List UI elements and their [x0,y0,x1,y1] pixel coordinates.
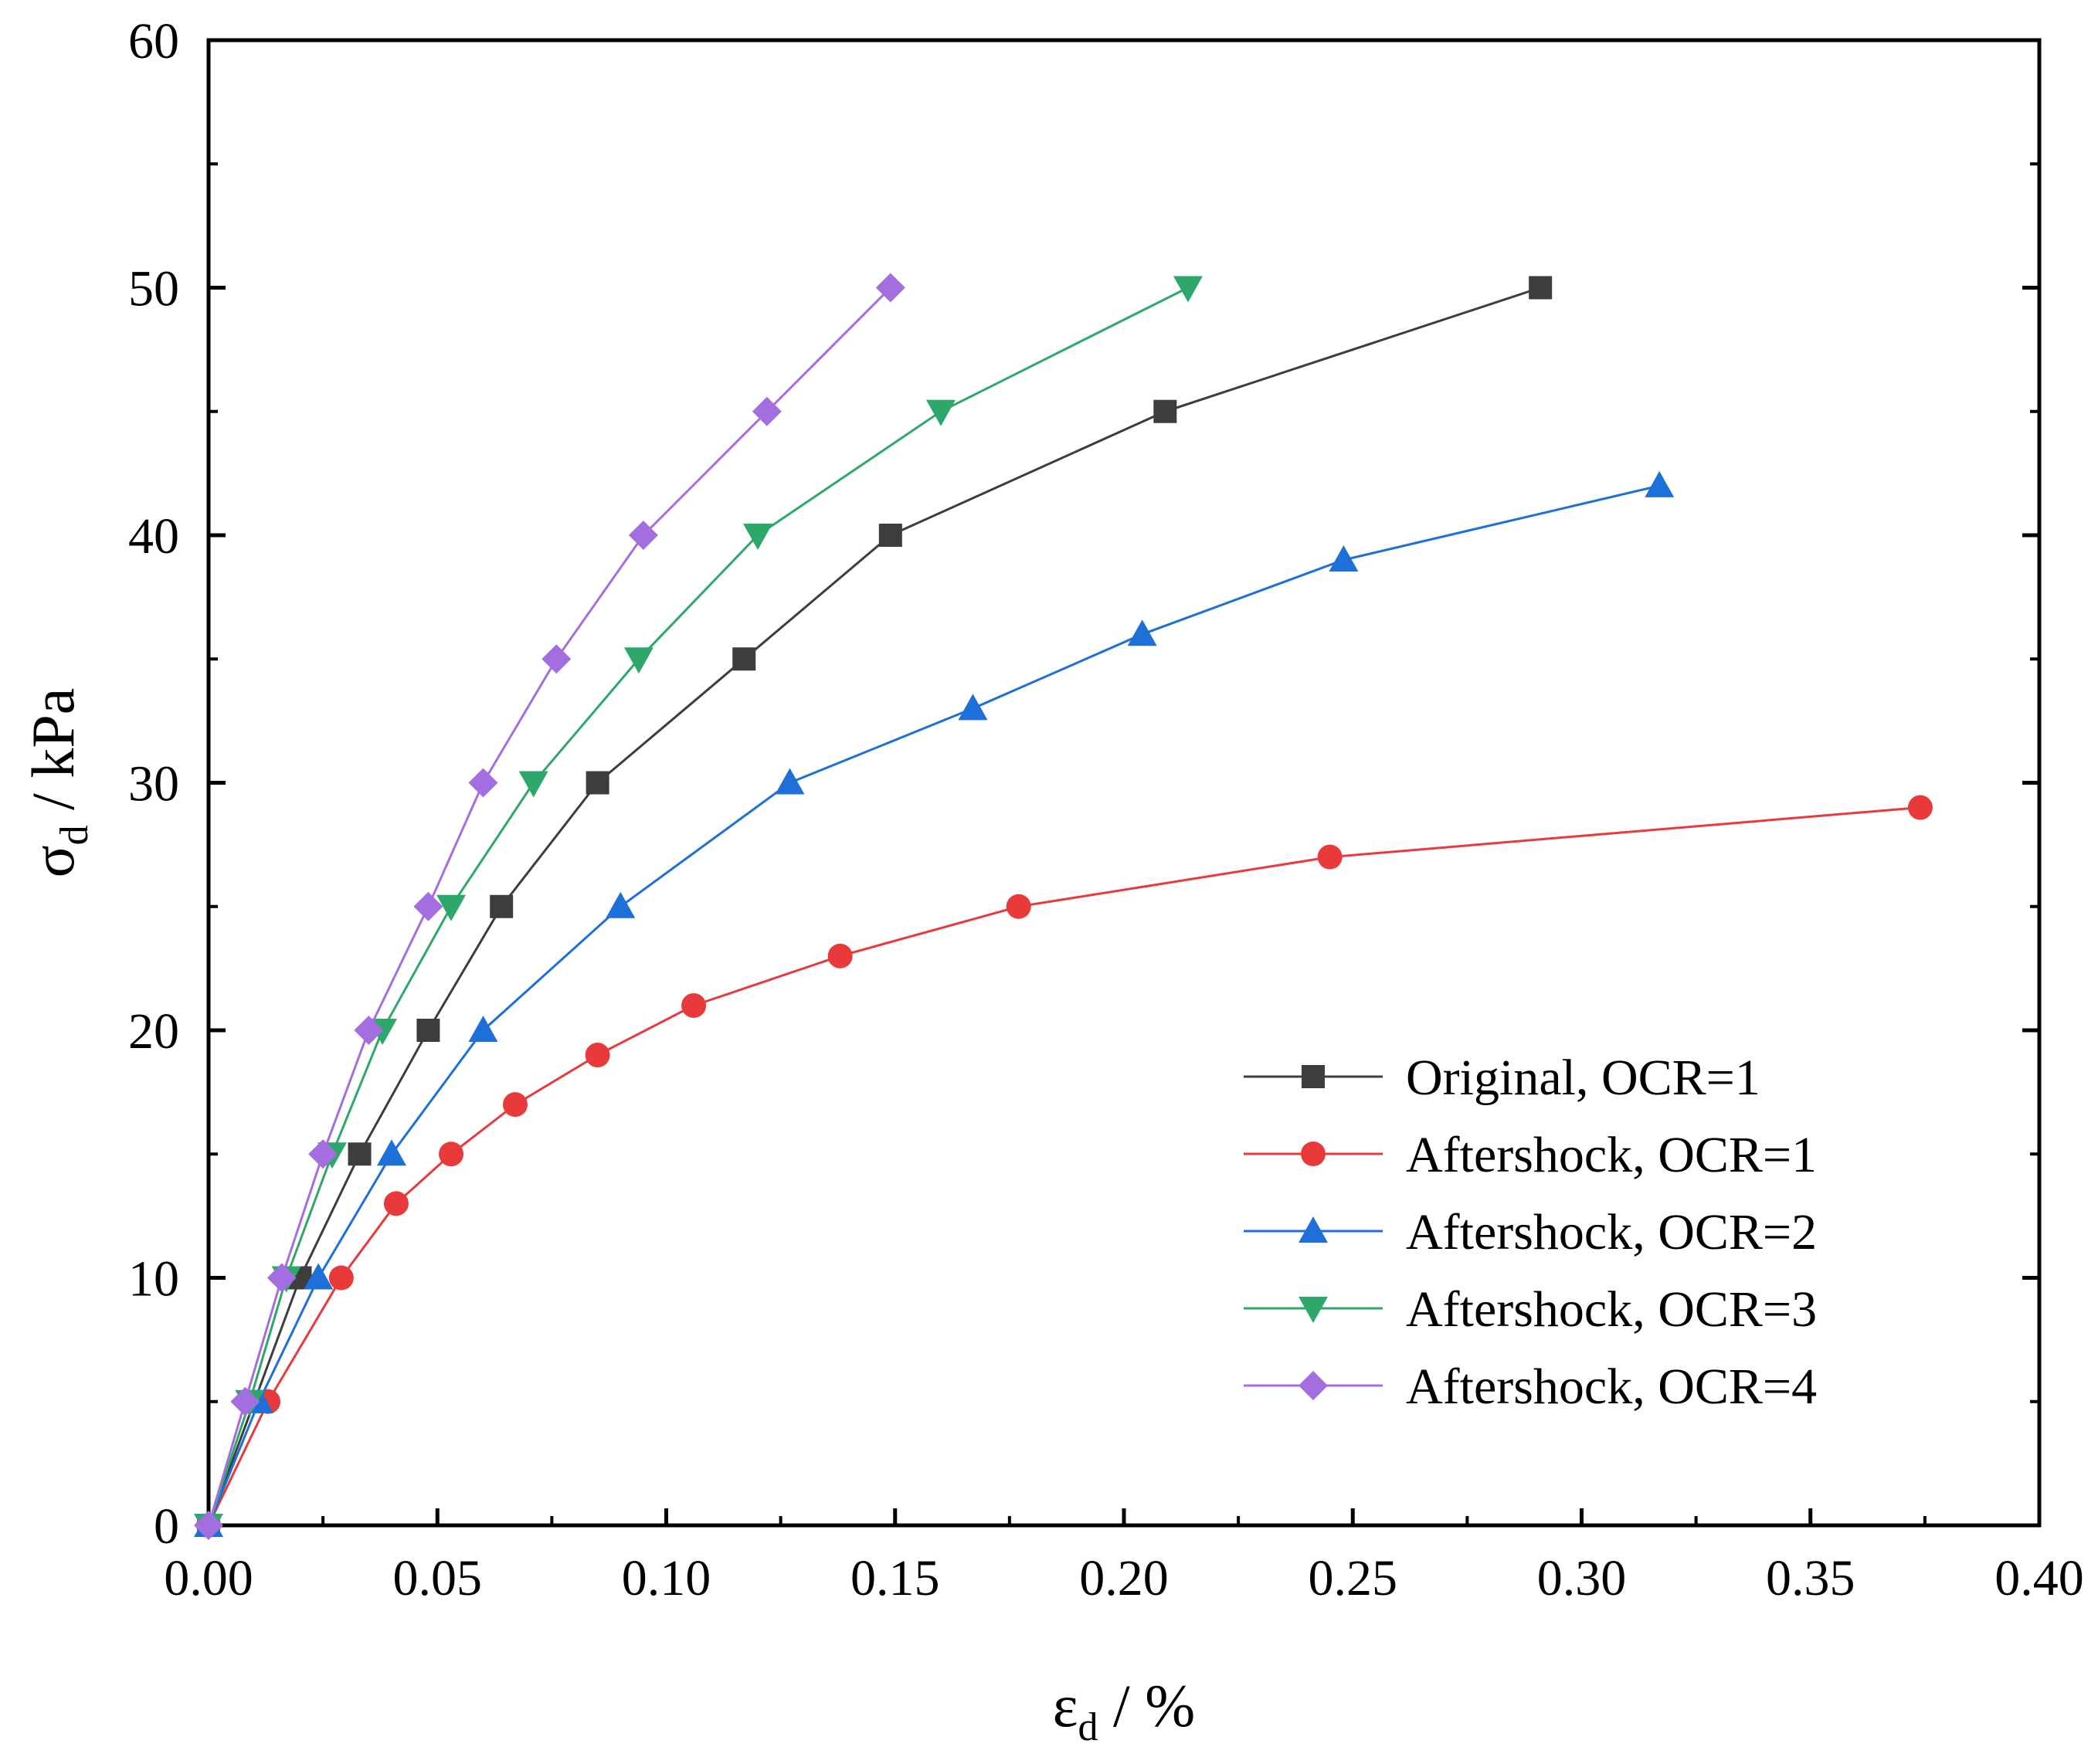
series-line [207,287,1541,1526]
data-point [1006,894,1031,919]
y-tick-label: 50 [128,261,179,317]
y-tick-label: 40 [128,508,179,565]
data-point [308,1139,338,1169]
data-point [628,521,658,550]
data-point [328,1265,354,1291]
data-point [416,1019,440,1042]
data-point [1529,276,1553,300]
data-point [1645,470,1675,497]
x-axis-subscript: d [1078,1705,1098,1749]
data-point [752,396,782,426]
data-point [518,771,548,798]
x-axis-symbol: ε [1053,1672,1078,1739]
series-line [207,806,1921,1526]
x-tick-label: 0.40 [1994,1550,2084,1606]
y-axis-subscript: d [53,825,97,845]
data-point [926,399,956,426]
y-tick-label: 20 [128,1003,179,1060]
x-tick-label: 0.00 [164,1550,253,1606]
data-point [878,524,902,547]
data-point [743,524,772,550]
data-point [623,647,654,674]
y-tick-label: 0 [154,1498,179,1555]
legend-marker [1299,1297,1328,1323]
legend-item: Aftershock, OCR=4 [1244,1359,1817,1415]
legend-marker [1301,1142,1326,1166]
data-point [502,1092,528,1118]
data-point [468,768,498,798]
legend-item: Aftershock, OCR=3 [1244,1281,1817,1338]
data-point [439,1142,464,1167]
legend-marker [1299,1216,1328,1243]
data-point [1907,795,1933,820]
data-point [1127,619,1157,646]
data-point [585,1043,610,1068]
series-5 [194,273,905,1540]
legend-item: Aftershock, OCR=1 [1244,1127,1817,1183]
data-point [468,1016,498,1042]
data-point [1173,276,1203,303]
data-point [827,943,853,969]
data-point [775,768,805,795]
data-point [606,891,636,918]
legend-label: Aftershock, OCR=1 [1406,1127,1817,1183]
y-axis-symbol: σ [19,845,87,877]
data-point [586,771,609,795]
x-axis-unit: / % [1098,1672,1196,1739]
legend: Original, OCR=1 Aftershock, OCR=1 Aftersho… [1244,1050,1817,1415]
data-point [436,894,467,921]
legend-marker [1299,1371,1328,1400]
data-point [354,1016,384,1045]
x-tick-label: 0.20 [1079,1550,1169,1606]
axis-labels: εd / % σd / kPa [19,688,1195,1749]
data-point [875,273,905,303]
data-point [1329,545,1359,572]
x-tick-label: 0.30 [1537,1550,1627,1606]
x-tick-label: 0.25 [1309,1550,1398,1606]
y-axis-unit: / kPa [19,688,87,826]
data-point [230,1386,260,1416]
x-tick-label: 0.15 [850,1550,940,1606]
series-layer [194,273,1933,1540]
data-point [541,644,572,674]
axis-ticks: 0.00 0.05 0.10 0.15 0.20 0.25 0.30 0.35 0.40 0 10 2… [128,13,2084,1606]
data-point [1153,399,1177,423]
data-point [681,992,707,1018]
data-point [732,647,756,671]
data-point [958,694,988,721]
x-tick-label: 0.10 [622,1550,711,1606]
series-4 [194,276,1203,1540]
y-tick-label: 10 [128,1251,179,1308]
data-point [413,891,443,921]
y-tick-label: 30 [128,756,179,812]
series-1 [197,276,1553,1537]
data-point [377,1139,406,1166]
x-axis-label: εd / % [1053,1672,1195,1749]
legend-label: Aftershock, OCR=4 [1406,1359,1817,1415]
data-point [194,1511,223,1540]
legend-label: Aftershock, OCR=3 [1406,1281,1817,1338]
x-tick-label: 0.05 [393,1550,483,1606]
data-point [1317,844,1343,870]
data-point [490,894,514,918]
legend-item: Aftershock, OCR=2 [1244,1204,1817,1260]
legend-label: Aftershock, OCR=2 [1406,1204,1817,1260]
series-line [207,287,1189,1526]
legend-marker [1302,1065,1325,1088]
y-tick-label: 60 [128,13,179,70]
x-tick-label: 0.35 [1766,1550,1855,1606]
data-point [383,1191,409,1216]
legend-label: Original, OCR=1 [1406,1050,1760,1106]
y-axis-label: σd / kPa [19,688,97,878]
series-line [207,287,891,1526]
data-point [348,1142,372,1166]
data-point [266,1263,297,1293]
data-point [304,1263,334,1290]
legend-item: Original, OCR=1 [1244,1050,1760,1106]
